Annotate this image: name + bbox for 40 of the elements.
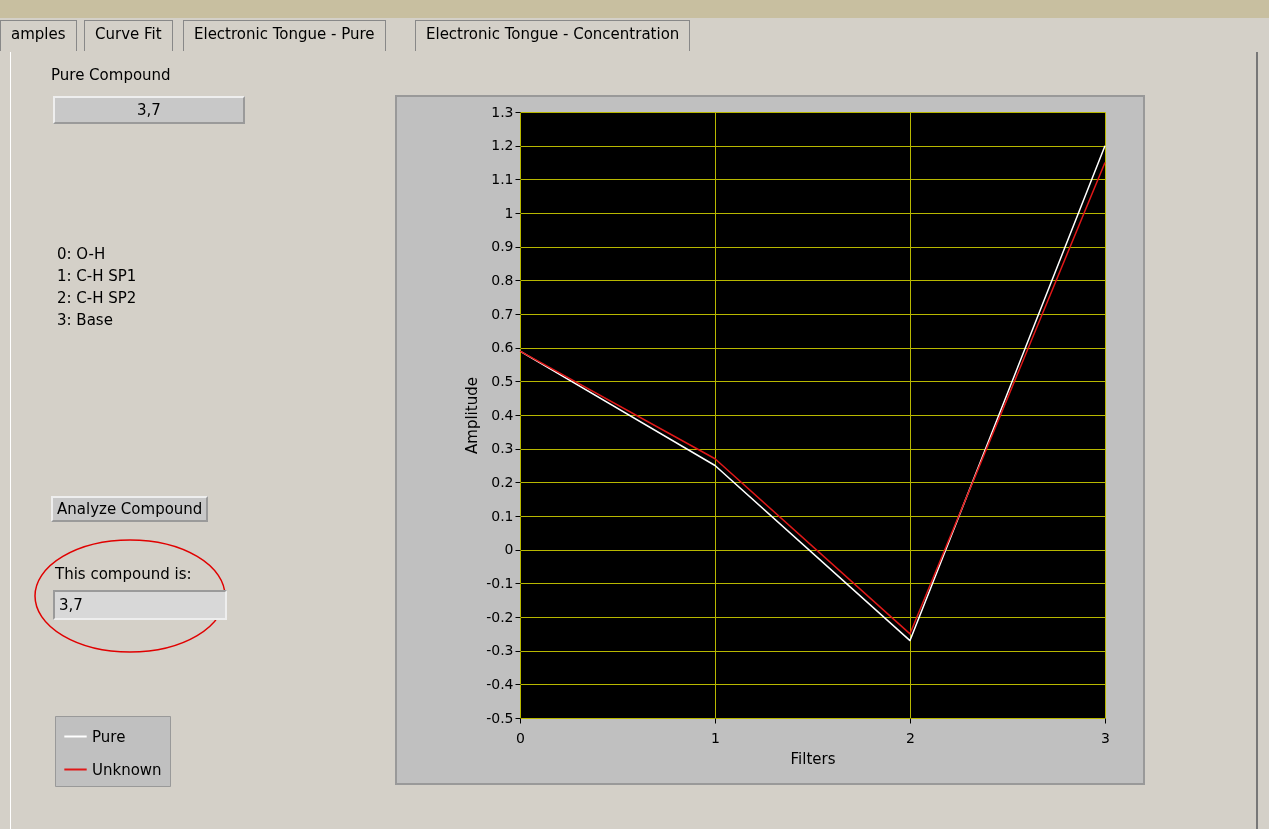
y-tick-label: 0.5 xyxy=(491,372,514,389)
text: 0: O-H xyxy=(57,245,106,263)
y-tick-label: 0.1 xyxy=(491,507,514,524)
y-tick-label: 0 xyxy=(504,541,514,558)
y-tick-label: -0.4 xyxy=(486,675,514,692)
text: Curve Fit xyxy=(84,20,173,51)
y-tick-label: -0.2 xyxy=(486,608,514,625)
text: 2: C-H SP2 xyxy=(57,289,137,307)
x-tick-label: 2 xyxy=(906,729,915,746)
text: 3,7 xyxy=(53,96,245,124)
x-tick-label: 0 xyxy=(516,729,525,746)
y-tick-label: 0.8 xyxy=(491,271,514,288)
y-tick-label: 0.6 xyxy=(491,339,514,356)
text: 3: Base xyxy=(57,311,113,329)
y-tick-label: 1.1 xyxy=(491,170,514,187)
y-tick-label: 1.3 xyxy=(491,103,514,120)
y-tick-label: 0.3 xyxy=(491,440,514,457)
y-tick-label: -0.1 xyxy=(486,574,514,591)
y-axis-title: Amplitude xyxy=(463,377,482,454)
y-tick-label: 1.2 xyxy=(491,137,514,154)
text: amples xyxy=(0,20,77,51)
y-tick-label: -0.5 xyxy=(486,709,514,726)
text: Analyze Compound xyxy=(51,496,209,522)
y-tick-label: -0.3 xyxy=(486,642,514,659)
y-tick-label: 0.7 xyxy=(491,305,514,322)
legend-label: Pure xyxy=(92,727,126,746)
y-tick-label: 0.4 xyxy=(491,406,514,423)
text: Pure Compound xyxy=(51,66,171,84)
y-tick-label: 0.9 xyxy=(491,238,514,255)
x-axis-title: Filters xyxy=(790,749,836,768)
legend-label: Unknown xyxy=(92,760,162,779)
text: 1: C-H SP1 xyxy=(57,267,137,285)
text: 3,7 xyxy=(53,590,227,620)
text: Electronic Tongue - Pure xyxy=(183,20,386,51)
x-tick-label: 3 xyxy=(1101,729,1110,746)
x-tick-label: 1 xyxy=(711,729,720,746)
text: Electronic Tongue - Concentration xyxy=(415,20,691,51)
text: This compound is: xyxy=(55,565,192,583)
y-tick-label: 0.2 xyxy=(491,473,514,490)
y-tick-label: 1 xyxy=(504,204,514,221)
